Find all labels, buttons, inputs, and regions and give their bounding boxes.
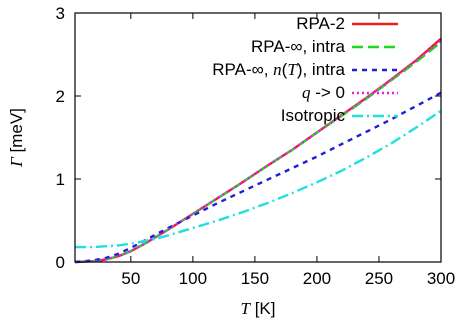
y-tick-label-0: 0: [56, 253, 65, 272]
x-axis-label: T [K]: [241, 299, 276, 318]
series-line-2: [74, 91, 442, 264]
y-tick-label-1: 1: [56, 170, 65, 189]
legend-label-2: RPA-∞, n(T), intra: [212, 60, 345, 79]
x-tick-label-4: 250: [365, 269, 393, 288]
y-axis-label: Γ [meV]: [7, 108, 26, 168]
legend-label-0: RPA-2: [296, 14, 345, 33]
x-tick-label-3: 200: [303, 269, 331, 288]
legend-label-1: RPA-∞, intra: [251, 37, 346, 56]
plot-frame: [74, 12, 442, 263]
series-line-1: [74, 41, 442, 264]
plot-lines: [74, 37, 442, 264]
y-tick-label-2: 2: [56, 87, 65, 106]
legend-label-4: Isotropic: [281, 106, 346, 125]
legend-label-3: q -> 0: [302, 83, 345, 102]
series-line-4: [75, 109, 442, 249]
axis-ticks: 50 100 150 200 250 300 0 1 2 3: [56, 4, 456, 288]
x-tick-label-5: 300: [427, 269, 455, 288]
y-tick-label-3: 3: [56, 4, 65, 23]
x-tick-label-1: 100: [179, 269, 207, 288]
x-tick-label-0: 50: [121, 269, 140, 288]
x-tick-label-2: 150: [241, 269, 269, 288]
legend: RPA-2 RPA-∞, intra RPA-∞, n(T), intra q -> …: [212, 14, 398, 125]
